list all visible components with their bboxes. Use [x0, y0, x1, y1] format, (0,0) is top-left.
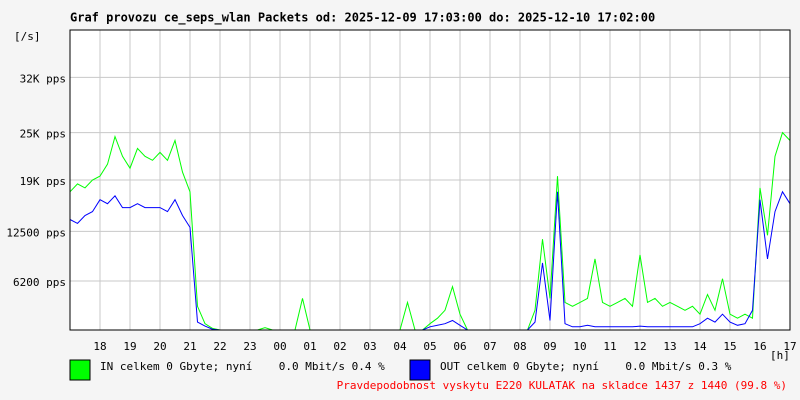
lines — [69, 131, 791, 331]
y-tick-label: 12500 pps — [6, 226, 66, 239]
series-line — [69, 190, 791, 331]
x-tick-label: 16 — [753, 340, 766, 353]
y-tick-label: 25K pps — [20, 128, 66, 141]
x-tick-label: 10 — [573, 340, 586, 353]
axes: 6200 pps 12500 pps 19K pps 25K pps 32K pps 18… — [6, 29, 797, 381]
legend-label: OUT celkem 0 Gbyte; nyní 0.0 Mbit/s 0.3 … — [440, 360, 732, 373]
series-line — [69, 131, 791, 331]
y-axis-label: [/s] — [14, 30, 41, 43]
x-tick-label: 17 — [783, 340, 796, 353]
x-tick-label: 00 — [273, 340, 286, 353]
x-tick-label: 01 — [303, 340, 316, 353]
x-tick-label: 12 — [633, 340, 646, 353]
x-tick-label: 09 — [543, 340, 556, 353]
x-tick-label: 23 — [243, 340, 256, 353]
x-tick-label: 22 — [213, 340, 226, 353]
x-tick-label: 07 — [483, 340, 496, 353]
legend-swatch — [69, 359, 91, 381]
x-tick-label: 20 — [153, 340, 166, 353]
x-tick-label: 21 — [183, 340, 196, 353]
x-tick-label: 05 — [423, 340, 436, 353]
footer-note: Pravdepodobnost vyskytu E220 KULATAK na … — [337, 379, 787, 392]
chart-title: Graf provozu ce_seps_wlan Packets od: 20… — [70, 11, 655, 26]
x-tick-label: 14 — [693, 340, 707, 353]
plot-frame — [69, 29, 791, 331]
x-axis-label: [h] — [770, 349, 790, 362]
x-tick-label: 15 — [723, 340, 736, 353]
x-tick-label: 18 — [93, 340, 106, 353]
x-tick-label: 13 — [663, 340, 676, 353]
grid — [70, 30, 791, 330]
x-tick-label: 08 — [513, 340, 526, 353]
y-tick-label: 6200 pps — [13, 276, 66, 289]
x-tick-label: 04 — [393, 340, 407, 353]
legend-label: IN celkem 0 Gbyte; nyní 0.0 Mbit/s 0.4 % — [100, 360, 385, 373]
x-tick-label: 11 — [603, 340, 616, 353]
y-tick-label: 32K pps — [20, 72, 66, 85]
x-tick-label: 06 — [453, 340, 466, 353]
x-tick-label: 02 — [333, 340, 346, 353]
x-tick-label: 19 — [123, 340, 136, 353]
y-tick-label: 19K pps — [20, 175, 66, 188]
x-tick-label: 03 — [363, 340, 376, 353]
legend-swatch — [409, 359, 431, 381]
